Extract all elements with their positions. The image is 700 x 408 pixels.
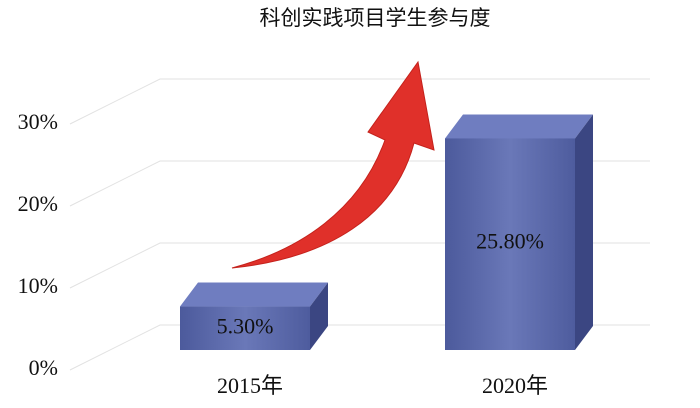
x-tick-label: 2020年 [482,373,548,398]
y-tick-label: 10% [18,273,58,298]
bar-front [180,306,310,350]
grid: 0% 10% 20% 30% [18,78,650,380]
x-tick-label: 2015年 [217,373,283,398]
bar [445,114,593,350]
y-tick-label: 0% [29,355,58,380]
value-label: 5.30% [217,313,274,338]
bar [180,282,328,350]
bar-front [445,138,575,350]
value-label: 25.80% [476,228,544,253]
y-tick-label: 30% [18,109,58,134]
bar-side [310,282,328,350]
trend-arrow [231,60,435,269]
bar-top [180,282,328,307]
chart-title: 科创实践项目学生参与度 [260,6,491,30]
grid-line [69,78,650,125]
y-tick-label: 20% [18,191,58,216]
bars: 5.30% 2015年 25.80% 2020年 [180,114,593,398]
bar-top [445,114,593,139]
bar-side [575,114,593,350]
